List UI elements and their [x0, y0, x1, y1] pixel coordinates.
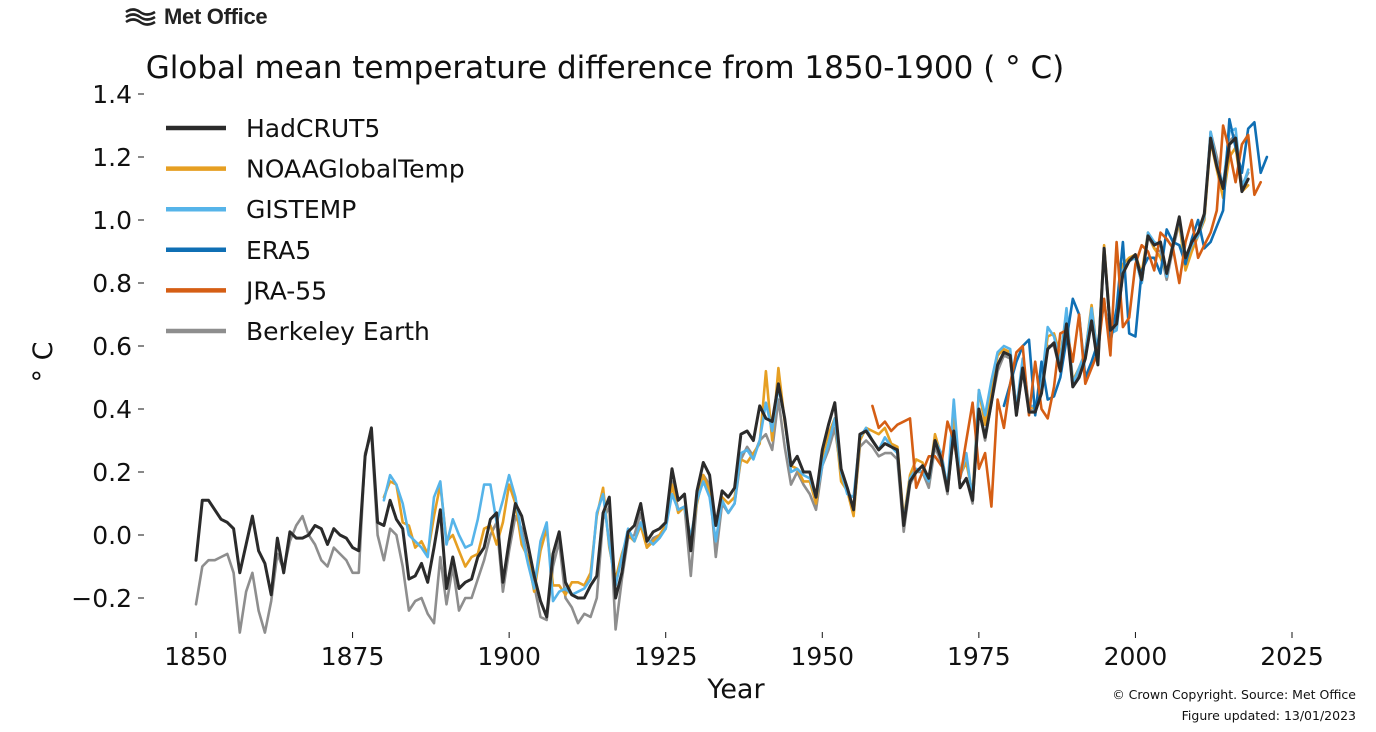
x-tick-label: 2025: [1260, 642, 1324, 671]
y-tick-label: 0.8: [92, 269, 132, 298]
x-tick-label: 1950: [790, 642, 854, 671]
y-tick-label: 1.2: [92, 143, 132, 172]
y-tick-label: 0.6: [92, 332, 132, 361]
series-line-era5: [1002, 117, 1269, 417]
legend-label: GISTEMP: [246, 195, 356, 224]
chart-series-lines: [194, 117, 1269, 634]
credits: © Crown Copyright. Source: Met Office Fi…: [1112, 684, 1356, 726]
figure-updated-text: Figure updated: 13/01/2023: [1181, 708, 1356, 723]
legend-label: JRA-55: [244, 276, 327, 305]
series-line-noaaglobaltemp: [382, 139, 1250, 597]
chart-title: Global mean temperature difference from …: [145, 50, 1065, 86]
x-tick-label: 2000: [1104, 642, 1168, 671]
legend-label: Berkeley Earth: [246, 317, 430, 346]
legend-label: NOAAGlobalTemp: [246, 155, 465, 184]
met-office-logo: Met Office: [124, 4, 268, 30]
x-tick-label: 1925: [634, 642, 698, 671]
y-tick-label: 0.0: [92, 521, 132, 550]
series-line-hadcrut5: [194, 136, 1250, 619]
copyright-text: © Crown Copyright. Source: Met Office: [1112, 687, 1356, 702]
x-tick-label: 1975: [947, 642, 1011, 671]
met-office-wave-logo-icon: [125, 8, 156, 26]
legend-label: ERA5: [246, 236, 311, 265]
y-tick-label: 1.4: [92, 80, 132, 109]
y-tick-label: 1.0: [92, 206, 132, 235]
x-axis-label: Year: [706, 674, 765, 705]
x-tick-label: 1850: [164, 642, 228, 671]
y-tick-label: 0.2: [92, 458, 132, 487]
logo-text: Met Office: [164, 4, 268, 29]
y-tick-label: −0.2: [71, 584, 132, 613]
chart-legend: HadCRUT5 NOAAGlobalTemp GISTEMP ERA5 JRA-55 B…: [166, 114, 465, 346]
x-tick-label: 1900: [477, 642, 541, 671]
x-tick-label: 1875: [321, 642, 385, 671]
legend-label: HadCRUT5: [246, 114, 380, 143]
chart-axes: −0.2 0.0 0.2 0.4 0.6 0.8 1.0 1.2 1.4 1850 1875 1900…: [71, 80, 1324, 671]
y-tick-label: 0.4: [92, 395, 132, 424]
y-axis-label: ° C: [28, 342, 59, 383]
